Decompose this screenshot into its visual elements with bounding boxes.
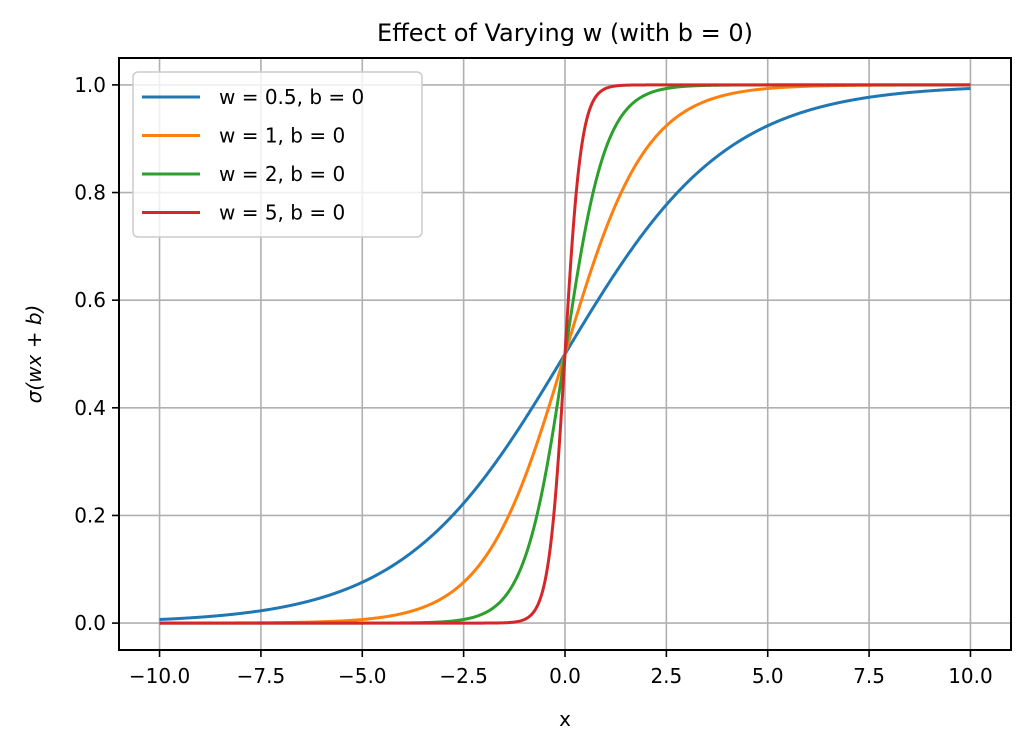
y-tick-label: 1.0 (74, 73, 106, 97)
legend-label: w = 5, b = 0 (219, 201, 345, 225)
x-tick-label: −7.5 (237, 664, 286, 688)
y-tick-label: 0.8 (74, 181, 106, 205)
x-ticks: −10.0 −7.5 −5.0 −2.5 0.0 2.5 5.0 7.5 10.0 (129, 650, 993, 688)
chart-title: Effect of Varying w (with b = 0) (377, 19, 753, 47)
y-ticks: 0.0 0.2 0.4 0.6 0.8 1.0 (74, 73, 119, 635)
x-tick-label: 2.5 (650, 664, 682, 688)
y-axis-label: σ(wx + b) (22, 305, 46, 404)
x-tick-label: −2.5 (439, 664, 488, 688)
x-tick-label: −5.0 (338, 664, 387, 688)
series-lines (158, 83, 972, 625)
legend-box (132, 71, 423, 238)
legend-label: w = 0.5, b = 0 (219, 85, 364, 109)
series-line-w-5 (158, 83, 972, 625)
x-tick-label: 0.0 (549, 664, 581, 688)
x-tick-label: 5.0 (752, 664, 784, 688)
x-tick-label: −10.0 (129, 664, 190, 688)
x-tick-label: 7.5 (853, 664, 885, 688)
legend: w = 0.5, b = 0 w = 1, b = 0 w = 2, b = 0 w … (132, 71, 423, 238)
y-tick-label: 0.2 (74, 503, 106, 527)
y-tick-label: 0.0 (74, 611, 106, 635)
legend-label: w = 2, b = 0 (219, 162, 345, 186)
y-tick-label: 0.6 (74, 288, 106, 312)
x-tick-label: 10.0 (948, 664, 993, 688)
x-axis-label: x (559, 707, 571, 731)
y-tick-label: 0.4 (74, 396, 106, 420)
legend-label: w = 1, b = 0 (219, 124, 345, 148)
